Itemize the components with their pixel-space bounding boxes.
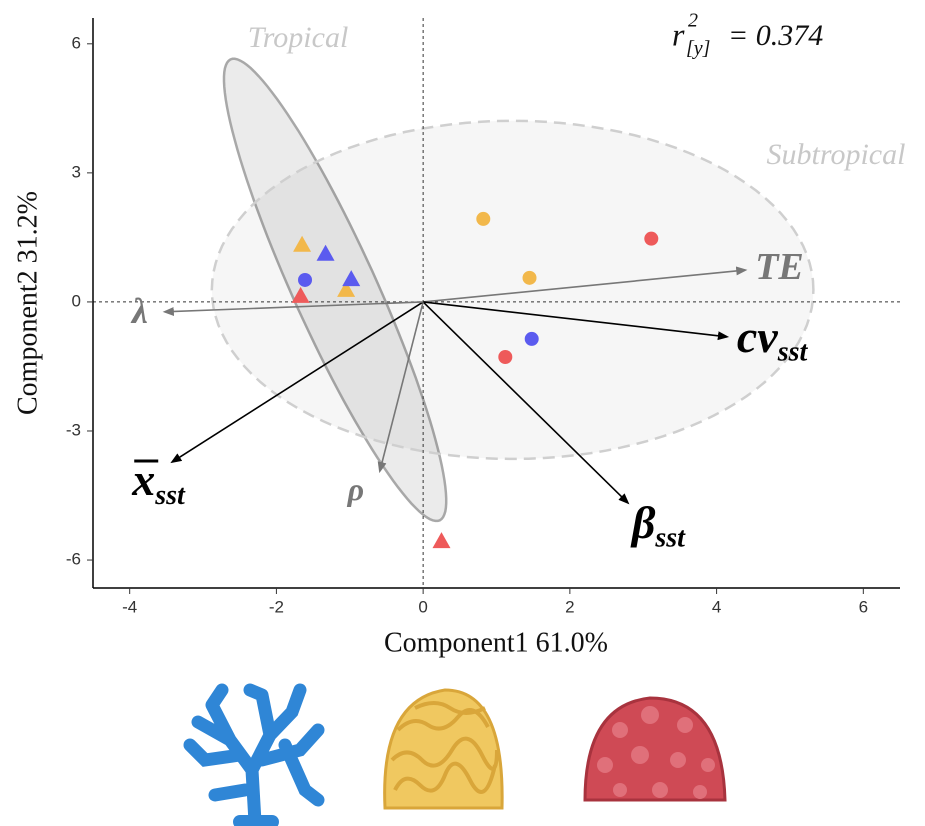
- y-tick-label: -6: [66, 550, 81, 569]
- vector-label: ρ: [347, 471, 364, 507]
- stat-superscript: 2: [688, 10, 698, 32]
- coral-cauliflower: [585, 698, 725, 800]
- vector-name: TE: [755, 246, 804, 288]
- x-axis-label: Component1 61.0%: [384, 627, 608, 658]
- vector-name: λ: [130, 291, 148, 331]
- x-tick-label: 2: [565, 597, 574, 616]
- stat-value: = 0.374: [728, 19, 823, 52]
- y-tick-label: 6: [72, 33, 81, 52]
- vector-name: β: [630, 496, 656, 547]
- coral-brain: [385, 690, 503, 808]
- point-circle: [644, 232, 658, 246]
- vector-label: λ: [130, 291, 148, 331]
- point-triangle: [432, 532, 450, 548]
- y-tick-label: -3: [66, 420, 81, 439]
- x-tick-label: 4: [712, 597, 721, 616]
- stat-symbol: r: [672, 16, 685, 52]
- x-tick-label: 0: [418, 597, 427, 616]
- point-circle: [498, 350, 512, 364]
- y-axis-label: Component2 31.2%: [12, 191, 43, 415]
- x-tick-label: -2: [269, 597, 284, 616]
- point-circle: [523, 271, 537, 285]
- stat-subscript: [y]: [686, 38, 710, 60]
- ellipse-label: Tropical: [248, 21, 349, 54]
- point-circle: [476, 212, 490, 226]
- x-tick-label: -4: [122, 597, 137, 616]
- y-tick-label: 3: [72, 162, 81, 181]
- point-circle: [525, 332, 539, 346]
- chart: Component1 61.0% Component2 31.2% Tropic…: [0, 0, 925, 826]
- vector-label: βsst: [630, 496, 686, 554]
- y-tick-label: 0: [72, 291, 81, 310]
- vector-label: TE: [755, 246, 804, 288]
- vector-subscript: sst: [154, 480, 186, 511]
- coral-branching: [190, 690, 318, 822]
- vector-name: ρ: [347, 471, 364, 507]
- point-circle: [298, 273, 312, 287]
- ellipse-label: Subtropical: [767, 138, 906, 171]
- vector-subscript: sst: [777, 337, 809, 368]
- x-tick-label: 6: [859, 597, 868, 616]
- vector-subscript: sst: [654, 523, 686, 554]
- vector-name: cv: [737, 310, 778, 361]
